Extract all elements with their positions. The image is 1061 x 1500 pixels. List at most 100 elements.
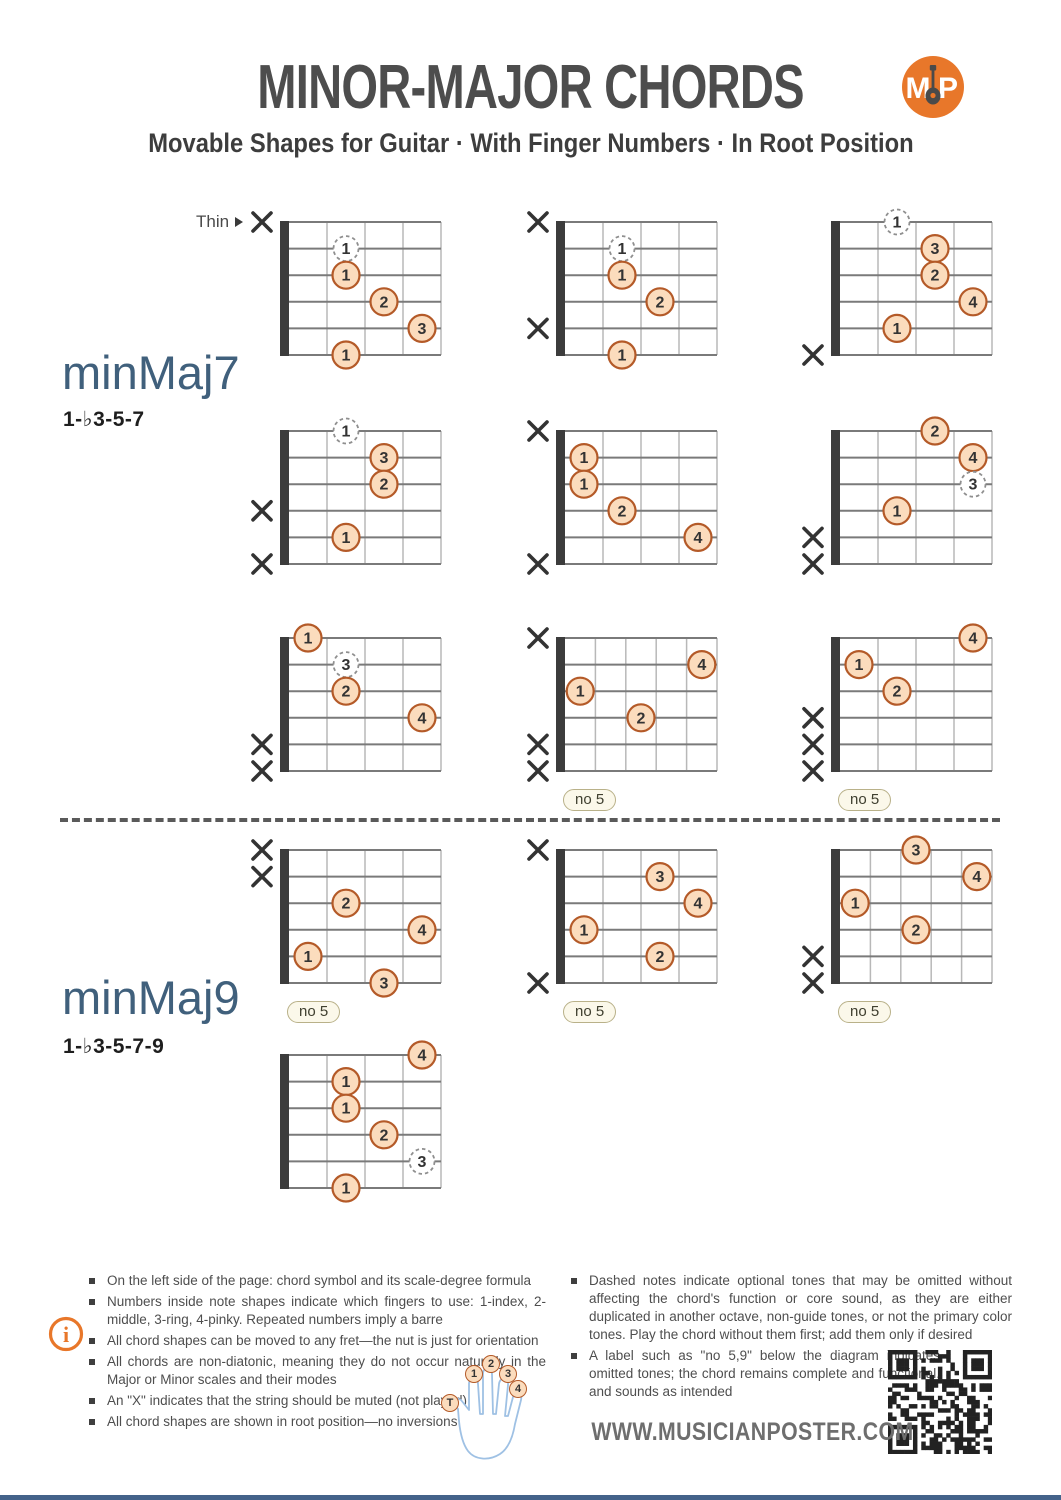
svg-text:2: 2 [380, 294, 389, 311]
arrow-right-icon [235, 217, 244, 227]
finger-note: 2 [645, 287, 675, 317]
finger-note: 4 [962, 861, 992, 892]
fretboard-grid: 1 3 2 4 [251, 623, 442, 782]
svg-text:2: 2 [380, 477, 389, 494]
finger-note: 4 [407, 1040, 437, 1070]
finger-badge-4: 4 [509, 1380, 527, 1398]
omitted-tones-label: no 5 [838, 1001, 892, 1023]
thin-string-label-text: Thin [196, 212, 230, 231]
svg-text:2: 2 [912, 922, 921, 939]
info-note-left-2: Numbers inside note shapes indicate whic… [86, 1293, 546, 1329]
svg-text:1: 1 [618, 348, 627, 365]
svg-text:4: 4 [694, 896, 703, 913]
svg-text:3: 3 [912, 843, 921, 860]
section-formula-minmaj9: 1-♭3-5-7-9 [63, 1035, 165, 1058]
qr-code [888, 1350, 993, 1455]
svg-text:1: 1 [893, 503, 902, 520]
nut-bar [280, 1054, 289, 1189]
bottom-accent-bar [0, 1495, 1061, 1500]
finger-note: 1 [569, 915, 599, 945]
finger-note: 4 [687, 649, 717, 680]
finger-note: 3 [407, 313, 437, 344]
chord-diagram-minMaj7-4: 1 3 2 1 [245, 413, 459, 585]
muted-string-x-icon [802, 733, 824, 756]
svg-text:3: 3 [418, 1154, 427, 1171]
info-note-left-1: On the left side of the page: chord symb… [86, 1272, 546, 1290]
finger-badge-thumb: T [441, 1394, 459, 1412]
chord-diagram-minMaj9-2: 3 4 1 2 no 5 [521, 832, 735, 1023]
svg-text:3: 3 [969, 477, 978, 494]
finger-note: 2 [626, 703, 656, 733]
finger-note: 3 [901, 835, 931, 865]
fretboard-grid: 2 4 3 1 [802, 416, 993, 575]
muted-string-x-icon [527, 839, 549, 861]
finger-note: 2 [331, 888, 361, 918]
svg-text:2: 2 [893, 684, 902, 701]
omitted-tones-label: no 5 [838, 789, 892, 811]
svg-text:3: 3 [380, 976, 389, 993]
muted-string-x-icon [527, 972, 549, 994]
finger-note: 1 [331, 522, 361, 553]
chord-diagram-minMaj7-2: 1 1 2 1 [521, 204, 735, 376]
omitted-tones-label: no 5 [287, 1001, 341, 1023]
svg-text:3: 3 [380, 450, 389, 467]
nut-bar [831, 849, 840, 984]
optional-note: 1 [883, 208, 911, 236]
svg-text:4: 4 [969, 450, 978, 467]
fretboard-grid: 4 1 2 [802, 623, 993, 782]
optional-note: 3 [408, 1148, 436, 1175]
finger-note: 1 [882, 496, 912, 526]
section-title-minmaj9: minMaj9 [62, 971, 240, 1024]
optional-note: 3 [959, 470, 987, 498]
optional-note: 1 [332, 417, 360, 445]
finger-note: 1 [844, 649, 874, 680]
muted-string-x-icon [251, 865, 273, 888]
muted-string-x-icon [802, 972, 824, 994]
info-note-right-2: A label such as "no 5,9" below the diagr… [568, 1347, 940, 1401]
svg-text:1: 1 [342, 1181, 351, 1198]
section-title-minmaj7: minMaj7 [62, 346, 240, 399]
svg-text:4: 4 [418, 710, 427, 727]
svg-text:1: 1 [893, 321, 902, 338]
svg-text:1: 1 [304, 949, 313, 966]
info-notes-left: On the left side of the page: chord symb… [86, 1272, 546, 1434]
info-icon: i [48, 1316, 84, 1352]
svg-text:1: 1 [893, 215, 902, 232]
svg-text:4: 4 [694, 530, 703, 547]
svg-text:3: 3 [418, 321, 427, 338]
fretboard-grid: 3 4 1 2 [527, 839, 718, 994]
hand-finger-guide: 1 2 3 4 T [425, 1330, 535, 1465]
finger-note: 2 [920, 260, 950, 290]
finger-note: 3 [369, 968, 399, 998]
muted-string-x-icon [251, 553, 273, 575]
finger-note: 2 [920, 416, 950, 446]
svg-text:1: 1 [580, 922, 589, 939]
chord-diagram-minMaj9-3: 3 4 1 2 no 5 [796, 832, 1010, 1023]
website-url-text: WWW.MUSICIANPOSTER.COM [591, 1418, 914, 1446]
svg-text:i: i [63, 1322, 69, 1347]
nut-bar [556, 221, 565, 356]
chord-diagram-minMaj7-1: 1 1 2 3 1 [245, 204, 459, 376]
muted-string-x-icon [251, 500, 273, 522]
chord-diagram-minMaj9-1: 2 4 1 3 no 5 [245, 832, 459, 1023]
fretboard-grid: 1 1 2 4 [527, 420, 718, 575]
finger-note: 1 [331, 340, 361, 370]
page-title: MINOR-MAJOR CHORDS [0, 52, 1061, 123]
omitted-tones-label: no 5 [563, 789, 617, 811]
muted-string-x-icon [802, 760, 824, 782]
svg-text:1: 1 [580, 477, 589, 494]
optional-note: 3 [332, 651, 360, 678]
musician-poster-logo: M P [901, 55, 965, 119]
svg-text:2: 2 [342, 684, 351, 701]
finger-note: 1 [840, 888, 870, 918]
info-note-left-6: All chord shapes are shown in root posit… [86, 1413, 546, 1431]
thin-string-label: Thin [196, 212, 244, 232]
info-note-left-4: All chords are non-diatonic, meaning the… [86, 1353, 546, 1389]
svg-text:1: 1 [618, 241, 627, 258]
svg-text:1: 1 [304, 631, 313, 648]
svg-text:4: 4 [969, 631, 978, 648]
muted-string-x-icon [802, 553, 824, 575]
nut-bar [831, 637, 840, 772]
nut-bar [831, 430, 840, 565]
finger-note: 1 [331, 1173, 361, 1203]
